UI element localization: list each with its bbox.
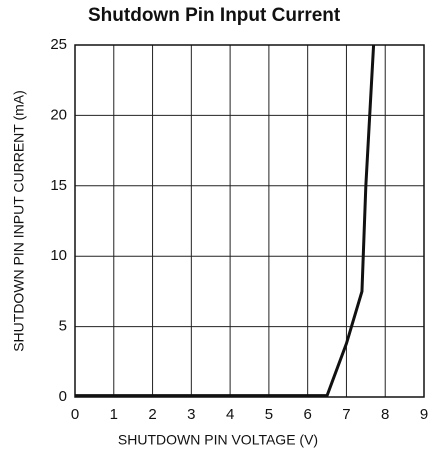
x-tick-label: 1	[110, 406, 118, 423]
x-axis-label: SHUTDOWN PIN VOLTAGE (V)	[118, 432, 318, 448]
x-tick-label: 9	[420, 406, 428, 423]
x-tick-label: 6	[303, 406, 311, 423]
y-tick-label: 15	[50, 177, 67, 194]
x-tick-label: 3	[187, 406, 195, 423]
x-tick-label: 8	[381, 406, 389, 423]
chart-title: Shutdown Pin Input Current	[88, 5, 341, 26]
y-axis-label: SHUTDOWN PIN INPUT CURRENT (mA)	[11, 90, 27, 352]
y-tick-label: 5	[59, 318, 67, 335]
y-tick-label: 25	[50, 36, 67, 53]
x-tick-label: 7	[342, 406, 350, 423]
x-tick-label: 4	[226, 406, 234, 423]
y-tick-label: 20	[50, 106, 67, 123]
y-tick-label: 0	[59, 388, 67, 405]
x-tick-label: 2	[148, 406, 156, 423]
data-line	[75, 44, 376, 398]
y-tick-label: 10	[50, 247, 67, 264]
x-tick-label: 0	[71, 406, 79, 423]
x-tick-label: 5	[265, 406, 273, 423]
